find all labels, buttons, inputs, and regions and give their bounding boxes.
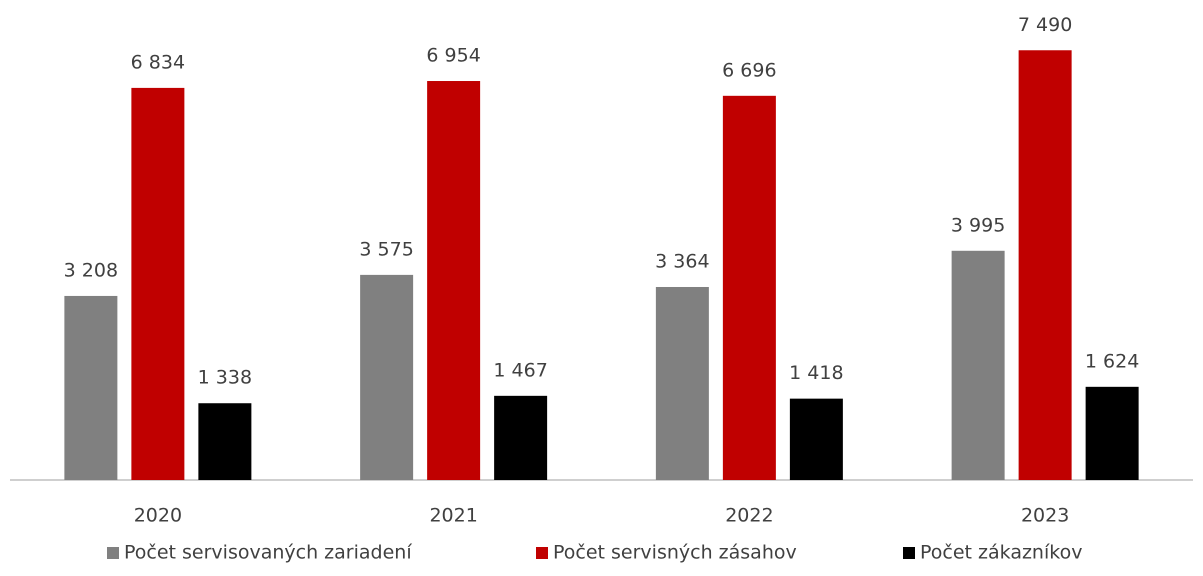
data-label: 6 696 — [722, 59, 776, 81]
bar — [131, 87, 185, 481]
data-label: 7 490 — [1018, 14, 1072, 36]
legend-swatch — [107, 547, 119, 559]
legend-label: Počet servisných zásahov — [553, 542, 797, 564]
data-label: 1 624 — [1085, 350, 1139, 372]
data-label: 3 995 — [951, 214, 1005, 236]
legend-label: Počet zákazníkov — [920, 542, 1082, 564]
legend-swatch — [536, 547, 548, 559]
data-label: 1 467 — [493, 359, 547, 381]
bar — [494, 395, 548, 480]
data-label: 3 208 — [64, 259, 118, 281]
data-label: 6 954 — [426, 45, 480, 67]
bar — [427, 81, 481, 480]
legend-label: Počet servisovaných zariadení — [124, 542, 412, 564]
legend-swatch — [903, 547, 915, 559]
bar — [1018, 50, 1072, 480]
data-label: 6 834 — [131, 51, 185, 73]
bar — [951, 250, 1005, 480]
data-label: 3 575 — [359, 238, 413, 260]
data-label: 3 364 — [655, 250, 709, 272]
bar — [722, 95, 776, 480]
x-tick-label: 2021 — [429, 505, 477, 527]
bar — [64, 295, 118, 480]
data-label: 1 418 — [789, 362, 843, 384]
data-label: 1 338 — [198, 367, 252, 389]
x-tick-label: 2023 — [1021, 505, 1069, 527]
bar — [655, 286, 709, 480]
bar — [789, 398, 843, 480]
x-tick-label: 2022 — [725, 505, 773, 527]
bar — [360, 274, 414, 480]
bar — [1085, 386, 1139, 480]
x-tick-label: 2020 — [134, 505, 182, 527]
bar — [198, 403, 252, 480]
